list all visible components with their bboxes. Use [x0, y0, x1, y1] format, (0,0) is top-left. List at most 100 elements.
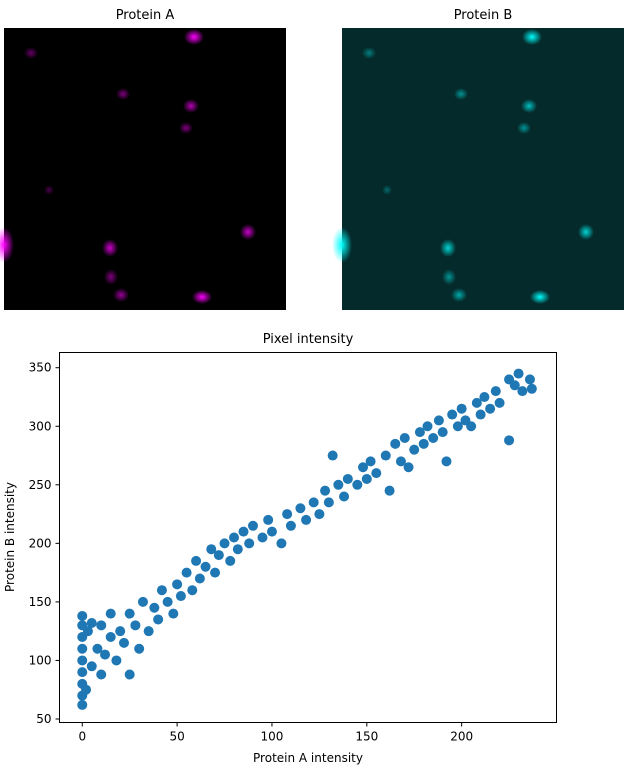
- point: [206, 544, 217, 555]
- point: [153, 614, 164, 625]
- point: [285, 520, 296, 531]
- point: [301, 514, 312, 525]
- point: [229, 532, 240, 543]
- point: [263, 514, 274, 525]
- point: [384, 485, 395, 496]
- point: [295, 503, 306, 514]
- point: [100, 649, 111, 660]
- point: [390, 438, 401, 449]
- point: [77, 643, 88, 654]
- point: [82, 626, 93, 637]
- point: [124, 608, 135, 619]
- point: [130, 620, 141, 631]
- point: [244, 538, 255, 549]
- point: [371, 468, 382, 479]
- point: [422, 421, 433, 432]
- point: [172, 579, 183, 590]
- chart-title: Pixel intensity: [263, 332, 354, 347]
- point: [86, 661, 97, 672]
- point: [187, 585, 198, 596]
- point: [403, 462, 414, 473]
- point: [111, 655, 122, 666]
- point: [213, 550, 224, 561]
- y-tick-label: 250: [29, 478, 52, 492]
- point: [175, 591, 186, 602]
- point: [137, 596, 148, 607]
- point: [358, 462, 369, 473]
- point: [143, 626, 154, 637]
- point: [191, 555, 202, 566]
- point: [194, 573, 205, 584]
- point: [247, 520, 258, 531]
- point: [105, 608, 116, 619]
- point: [323, 497, 334, 508]
- point: [96, 620, 107, 631]
- point: [479, 391, 490, 402]
- point: [77, 699, 88, 710]
- point: [86, 617, 97, 628]
- x-tick-label: 0: [78, 730, 86, 744]
- point: [149, 602, 160, 613]
- point: [441, 456, 452, 467]
- x-tick-label: 100: [261, 730, 284, 744]
- point: [352, 479, 363, 490]
- y-tick-label: 200: [29, 536, 52, 550]
- point: [162, 596, 173, 607]
- point: [494, 397, 505, 408]
- x-tick-label: 50: [169, 730, 184, 744]
- point: [509, 380, 520, 391]
- point: [266, 526, 277, 537]
- point: [81, 684, 92, 695]
- point: [447, 409, 458, 420]
- x-axis-label: Protein A intensity: [253, 751, 363, 765]
- image-a: [0, 28, 286, 310]
- point: [490, 386, 501, 397]
- point: [168, 608, 179, 619]
- point: [456, 403, 467, 414]
- point: [466, 421, 477, 432]
- point: [77, 667, 88, 678]
- y-tick-label: 300: [29, 419, 52, 433]
- point: [124, 669, 135, 680]
- point: [314, 509, 325, 520]
- point: [475, 409, 486, 420]
- point: [181, 567, 192, 578]
- point: [428, 432, 439, 443]
- axes-frame: [59, 352, 557, 723]
- point: [504, 435, 515, 446]
- point: [156, 585, 167, 596]
- point: [399, 432, 410, 443]
- y-tick-label: 50: [36, 712, 51, 726]
- point: [308, 497, 319, 508]
- point: [232, 544, 243, 555]
- image-title: Protein A: [116, 8, 175, 23]
- point: [513, 368, 524, 379]
- point: [452, 421, 463, 432]
- point: [134, 643, 145, 654]
- point: [77, 610, 88, 621]
- point: [526, 383, 537, 394]
- point: [409, 444, 420, 455]
- point: [219, 538, 230, 549]
- point: [77, 655, 88, 666]
- point: [238, 526, 249, 537]
- y-tick-label: 350: [29, 361, 52, 375]
- point: [437, 427, 448, 438]
- point: [433, 415, 444, 426]
- point: [361, 473, 372, 484]
- point: [524, 374, 535, 385]
- image-b: [332, 28, 624, 310]
- point: [210, 567, 221, 578]
- point: [333, 479, 344, 490]
- y-axis-label: Protein B intensity: [3, 482, 17, 592]
- point: [282, 509, 293, 520]
- point: [418, 438, 429, 449]
- point: [414, 427, 425, 438]
- point: [105, 632, 116, 643]
- point: [200, 561, 211, 572]
- x-tick-label: 150: [355, 730, 378, 744]
- y-tick-label: 100: [29, 653, 52, 667]
- point: [320, 485, 331, 496]
- point: [342, 473, 353, 484]
